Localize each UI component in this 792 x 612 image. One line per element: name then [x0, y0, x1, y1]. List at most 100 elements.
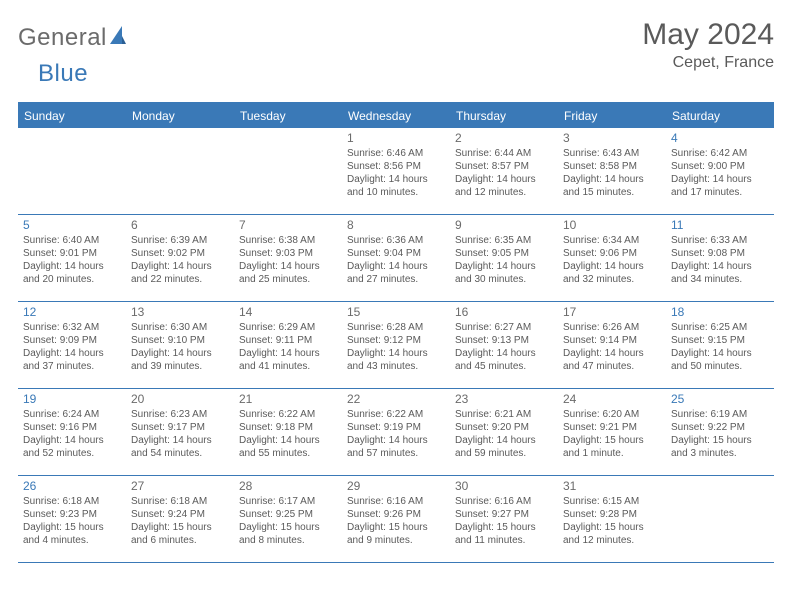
day-number: 24 — [563, 392, 661, 406]
day-info: Sunrise: 6:23 AMSunset: 9:17 PMDaylight:… — [131, 408, 229, 460]
weekday-header: Saturday — [666, 104, 774, 128]
day-number: 12 — [23, 305, 121, 319]
day-number: 2 — [455, 131, 553, 145]
day-info: Sunrise: 6:26 AMSunset: 9:14 PMDaylight:… — [563, 321, 661, 373]
day-number: 17 — [563, 305, 661, 319]
weekday-header: Monday — [126, 104, 234, 128]
calendar-day-cell: 23Sunrise: 6:21 AMSunset: 9:20 PMDayligh… — [450, 389, 558, 475]
day-number: 25 — [671, 392, 769, 406]
day-info: Sunrise: 6:20 AMSunset: 9:21 PMDaylight:… — [563, 408, 661, 460]
day-info: Sunrise: 6:33 AMSunset: 9:08 PMDaylight:… — [671, 234, 769, 286]
day-info: Sunrise: 6:25 AMSunset: 9:15 PMDaylight:… — [671, 321, 769, 373]
day-number: 21 — [239, 392, 337, 406]
day-info: Sunrise: 6:34 AMSunset: 9:06 PMDaylight:… — [563, 234, 661, 286]
calendar-grid: SundayMondayTuesdayWednesdayThursdayFrid… — [18, 102, 774, 563]
calendar-day-cell: 27 Sunrise: 6:18 AMSunset: 9:24 PMDayligh… — [126, 476, 234, 562]
day-info: Sunrise: 6:17 AMSunset: 9:25 PMDaylight:… — [239, 495, 337, 547]
day-info: Sunrise: 6:18 AMSunset: 9:23 PMDaylight:… — [23, 495, 121, 547]
day-info: Sunrise: 6:24 AMSunset: 9:16 PMDaylight:… — [23, 408, 121, 460]
calendar-week-row: 19 Sunrise: 6:24 AMSunset: 9:16 PMDayligh… — [18, 389, 774, 476]
day-info: Sunrise: 6:39 AMSunset: 9:02 PMDaylight:… — [131, 234, 229, 286]
day-info: Sunrise: 6:28 AMSunset: 9:12 PMDaylight:… — [347, 321, 445, 373]
day-number: 16 — [455, 305, 553, 319]
day-number: 28 — [239, 479, 337, 493]
calendar-day-cell: 26 Sunrise: 6:18 AMSunset: 9:23 PMDayligh… — [18, 476, 126, 562]
day-info: Sunrise: 6:19 AMSunset: 9:22 PMDaylight:… — [671, 408, 769, 460]
calendar-day-cell: 17 Sunrise: 6:26 AMSunset: 9:14 PMDayligh… — [558, 302, 666, 388]
calendar-day-cell: 28 Sunrise: 6:17 AMSunset: 9:25 PMDayligh… — [234, 476, 342, 562]
calendar-week-row: 1Sunrise: 6:46 AMSunset: 8:56 PMDaylight… — [18, 128, 774, 215]
calendar-day-cell: 16 Sunrise: 6:27 AMSunset: 9:13 PMDayligh… — [450, 302, 558, 388]
logo-sail-icon — [109, 24, 127, 51]
day-info: Sunrise: 6:35 AMSunset: 9:05 PMDaylight:… — [455, 234, 553, 286]
logo-text-part1: General — [18, 24, 107, 52]
day-number: 23 — [455, 392, 553, 406]
calendar-day-cell: 19 Sunrise: 6:24 AMSunset: 9:16 PMDayligh… — [18, 389, 126, 475]
calendar-day-cell: 7Sunrise: 6:38 AMSunset: 9:03 PMDaylight… — [234, 215, 342, 301]
day-info: Sunrise: 6:30 AMSunset: 9:10 PMDaylight:… — [131, 321, 229, 373]
day-number: 9 — [455, 218, 553, 232]
calendar-week-row: 5 Sunrise: 6:40 AMSunset: 9:01 PMDaylight… — [18, 215, 774, 302]
day-number: 20 — [131, 392, 229, 406]
logo: General — [18, 18, 127, 52]
day-number: 26 — [23, 479, 121, 493]
day-info: Sunrise: 6:36 AMSunset: 9:04 PMDaylight:… — [347, 234, 445, 286]
calendar-day-cell: 13 Sunrise: 6:30 AMSunset: 9:10 PMDayligh… — [126, 302, 234, 388]
calendar-page: General May 2024 Cepet, France Blue Sund… — [0, 0, 792, 573]
calendar-day-cell: 9 Sunrise: 6:35 AMSunset: 9:05 PMDaylight… — [450, 215, 558, 301]
weekday-header: Thursday — [450, 104, 558, 128]
day-number: 18 — [671, 305, 769, 319]
day-number: 4 — [671, 131, 769, 145]
weekday-header: Friday — [558, 104, 666, 128]
day-number: 10 — [563, 218, 661, 232]
calendar-day-cell: 21 Sunrise: 6:22 AMSunset: 9:18 PMDayligh… — [234, 389, 342, 475]
day-number: 11 — [671, 218, 769, 232]
day-number: 31 — [563, 479, 661, 493]
calendar-day-cell: 2 Sunrise: 6:44 AMSunset: 8:57 PMDaylight… — [450, 128, 558, 214]
day-info: Sunrise: 6:15 AMSunset: 9:28 PMDaylight:… — [563, 495, 661, 547]
day-info: Sunrise: 6:22 AMSunset: 9:19 PMDaylight:… — [347, 408, 445, 460]
calendar-day-cell — [666, 476, 774, 562]
calendar-day-cell: 4 Sunrise: 6:42 AMSunset: 9:00 PMDaylight… — [666, 128, 774, 214]
day-info: Sunrise: 6:38 AMSunset: 9:03 PMDaylight:… — [239, 234, 337, 286]
logo-text-part2: Blue — [38, 60, 88, 87]
day-number: 15 — [347, 305, 445, 319]
day-info: Sunrise: 6:22 AMSunset: 9:18 PMDaylight:… — [239, 408, 337, 460]
weekday-header: Wednesday — [342, 104, 450, 128]
calendar-day-cell: 11 Sunrise: 6:33 AMSunset: 9:08 PMDayligh… — [666, 215, 774, 301]
day-info: Sunrise: 6:44 AMSunset: 8:57 PMDaylight:… — [455, 147, 553, 199]
calendar-day-cell: 29 Sunrise: 6:16 AMSunset: 9:26 PMDayligh… — [342, 476, 450, 562]
day-info: Sunrise: 6:29 AMSunset: 9:11 PMDaylight:… — [239, 321, 337, 373]
calendar-day-cell: 1Sunrise: 6:46 AMSunset: 8:56 PMDaylight… — [342, 128, 450, 214]
day-info: Sunrise: 6:18 AMSunset: 9:24 PMDaylight:… — [131, 495, 229, 547]
calendar-week-row: 12 Sunrise: 6:32 AMSunset: 9:09 PMDayligh… — [18, 302, 774, 389]
calendar-day-cell: 22 Sunrise: 6:22 AMSunset: 9:19 PMDayligh… — [342, 389, 450, 475]
calendar-day-cell: 30 Sunrise: 6:16 AMSunset: 9:27 PMDayligh… — [450, 476, 558, 562]
day-info: Sunrise: 6:43 AMSunset: 8:58 PMDaylight:… — [563, 147, 661, 199]
day-info: Sunrise: 6:27 AMSunset: 9:13 PMDaylight:… — [455, 321, 553, 373]
day-number: 19 — [23, 392, 121, 406]
calendar-day-cell: 8 Sunrise: 6:36 AMSunset: 9:04 PMDaylight… — [342, 215, 450, 301]
day-number: 27 — [131, 479, 229, 493]
day-number: 13 — [131, 305, 229, 319]
day-info: Sunrise: 6:16 AMSunset: 9:26 PMDaylight:… — [347, 495, 445, 547]
day-info: Sunrise: 6:42 AMSunset: 9:00 PMDaylight:… — [671, 147, 769, 199]
day-number: 29 — [347, 479, 445, 493]
day-number: 22 — [347, 392, 445, 406]
day-number: 8 — [347, 218, 445, 232]
location-label: Cepet, France — [642, 54, 774, 72]
calendar-day-cell: 10 Sunrise: 6:34 AMSunset: 9:06 PMDayligh… — [558, 215, 666, 301]
calendar-day-cell: 12 Sunrise: 6:32 AMSunset: 9:09 PMDayligh… — [18, 302, 126, 388]
day-number: 30 — [455, 479, 553, 493]
day-number: 5 — [23, 218, 121, 232]
day-info: Sunrise: 6:46 AMSunset: 8:56 PMDaylight:… — [347, 147, 445, 199]
day-info: Sunrise: 6:16 AMSunset: 9:27 PMDaylight:… — [455, 495, 553, 547]
day-info: Sunrise: 6:40 AMSunset: 9:01 PMDaylight:… — [23, 234, 121, 286]
day-info: Sunrise: 6:32 AMSunset: 9:09 PMDaylight:… — [23, 321, 121, 373]
calendar-day-cell: 14Sunrise: 6:29 AMSunset: 9:11 PMDayligh… — [234, 302, 342, 388]
calendar-day-cell: 24 Sunrise: 6:20 AMSunset: 9:21 PMDayligh… — [558, 389, 666, 475]
weekday-header-row: SundayMondayTuesdayWednesdayThursdayFrid… — [18, 104, 774, 128]
calendar-day-cell: 5 Sunrise: 6:40 AMSunset: 9:01 PMDaylight… — [18, 215, 126, 301]
day-number: 3 — [563, 131, 661, 145]
calendar-day-cell: 3 Sunrise: 6:43 AMSunset: 8:58 PMDaylight… — [558, 128, 666, 214]
